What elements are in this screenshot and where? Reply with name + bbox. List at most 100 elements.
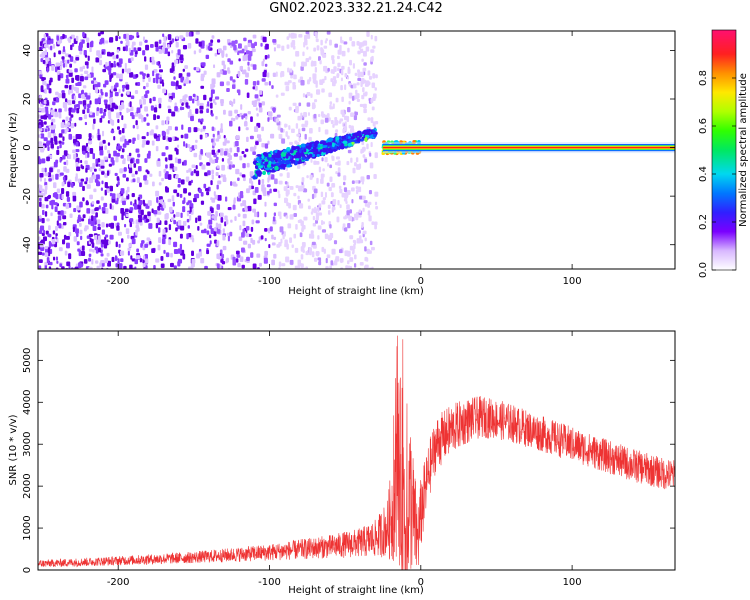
spectrogram-speck: [369, 240, 373, 246]
spectrogram-speck: [101, 206, 106, 212]
spectrogram-speck: [314, 99, 318, 103]
spectrogram-speck: [158, 237, 162, 244]
spectrogram-signal-blob: [284, 159, 291, 165]
spectrogram-signal-blob: [308, 153, 313, 158]
spectrogram-speck: [44, 49, 47, 56]
spectrogram-speck: [72, 191, 77, 196]
spectrogram-speck: [65, 53, 70, 57]
spectrogram-speck: [152, 181, 155, 187]
spectrogram-speck: [208, 234, 212, 239]
spectrogram-x-axis-label: Height of straight line (km): [288, 286, 424, 297]
spectrogram-speck: [239, 256, 244, 263]
spectrogram-speck: [292, 204, 297, 211]
spectrogram-speck: [134, 54, 138, 58]
spectrogram-speck: [59, 157, 62, 163]
spectrogram-speck: [206, 230, 210, 235]
spectrogram-speck: [109, 37, 114, 43]
spectrogram-speck: [231, 268, 233, 269]
spectrogram-speck: [254, 85, 258, 91]
spectrogram-speck: [351, 41, 356, 47]
spectrogram-speck: [160, 255, 164, 261]
spectrogram-speck: [323, 248, 326, 254]
spectrogram-speck: [188, 192, 192, 196]
spectrogram-speck: [180, 134, 184, 139]
spectrogram-speck: [130, 255, 133, 260]
spectrogram-speck: [165, 145, 169, 150]
spectrogram-speck: [60, 210, 64, 216]
spectrogram-speck: [39, 215, 42, 219]
spectrogram-speck: [71, 108, 76, 113]
spectrogram-speck: [114, 92, 119, 97]
spectrogram-speck: [145, 141, 150, 145]
spectrogram-speck: [251, 43, 256, 49]
spectrogram-speck: [200, 148, 203, 155]
spectrogram-speck: [349, 59, 353, 66]
spectrogram-speck: [158, 49, 163, 54]
spectrogram-speck: [200, 192, 204, 197]
spectrogram-speck: [205, 152, 209, 157]
spectrogram-speck: [70, 34, 75, 39]
spectrogram-speck: [156, 217, 160, 223]
spectrogram-speck: [96, 200, 100, 204]
spectrogram-speck: [118, 36, 121, 40]
spectrogram-speck: [76, 205, 79, 210]
spectrogram-speck: [101, 180, 104, 185]
spectrogram-signal-blob: [256, 154, 262, 157]
spectrogram-speck: [210, 92, 213, 99]
spectrogram-speck: [267, 190, 270, 195]
spectrogram-speck: [165, 252, 170, 258]
spectrogram-speck: [101, 262, 105, 267]
spectrogram-speck: [319, 60, 322, 65]
spectrogram-speck: [227, 58, 231, 63]
spectrogram-speck: [42, 145, 45, 151]
spectrogram-speck: [97, 134, 101, 141]
spectrogram-speck: [177, 248, 182, 254]
spectrogram-speck: [271, 242, 276, 246]
spectrogram-speck: [65, 235, 70, 240]
spectrogram-speck: [362, 50, 367, 57]
spectrogram-speck: [371, 221, 375, 226]
spectrogram-speck: [285, 256, 290, 263]
spectrogram-speck: [246, 162, 250, 168]
spectrogram-speck: [353, 243, 356, 250]
spectrogram-speck: [140, 209, 144, 216]
spectrogram-speck: [130, 112, 134, 117]
spectrogram-speck: [171, 50, 174, 54]
spectrogram-speck: [219, 69, 222, 75]
snr-y-axis-label: SNR (10 * v/v): [8, 414, 19, 485]
spectrogram-speck: [224, 221, 227, 227]
spectrogram-speck: [244, 78, 249, 85]
spectrogram-speck: [98, 53, 102, 59]
spectrogram-speck: [326, 31, 331, 35]
spectrogram-speck: [182, 220, 187, 226]
spectrogram-speck: [161, 130, 166, 136]
spectrogram-speck: [65, 116, 69, 122]
spectrogram-speck: [262, 71, 267, 78]
spectrogram-speck: [350, 187, 355, 192]
spectrogram-speck: [92, 153, 96, 160]
spectrogram-speck: [352, 248, 355, 254]
spectrogram-speck: [334, 119, 339, 126]
y-tick-label: 0: [22, 144, 33, 150]
y-tick-label: 2000: [22, 473, 33, 498]
spectrogram-speck: [158, 97, 162, 104]
spectrogram-speck: [249, 171, 254, 177]
spectrogram-speck: [264, 237, 267, 242]
spectrogram-speck: [46, 156, 50, 162]
spectrogram-speck: [215, 156, 219, 161]
spectrogram-speck: [71, 84, 75, 90]
spectrogram-speck: [150, 105, 154, 111]
spectrogram-speck: [56, 188, 61, 194]
spectrogram-speck: [186, 211, 189, 217]
spectrogram-speck: [222, 70, 227, 75]
spectrogram-speck: [86, 42, 90, 48]
spectrogram-speck: [138, 41, 143, 46]
spectrogram-speck: [369, 152, 372, 157]
spectrogram-speck: [329, 164, 333, 169]
spectrogram-speck: [371, 266, 374, 269]
spectrogram-speck: [374, 152, 378, 159]
spectrogram-speck: [267, 111, 271, 117]
spectrogram-speck: [227, 207, 232, 211]
spectrogram-speck: [246, 256, 250, 262]
